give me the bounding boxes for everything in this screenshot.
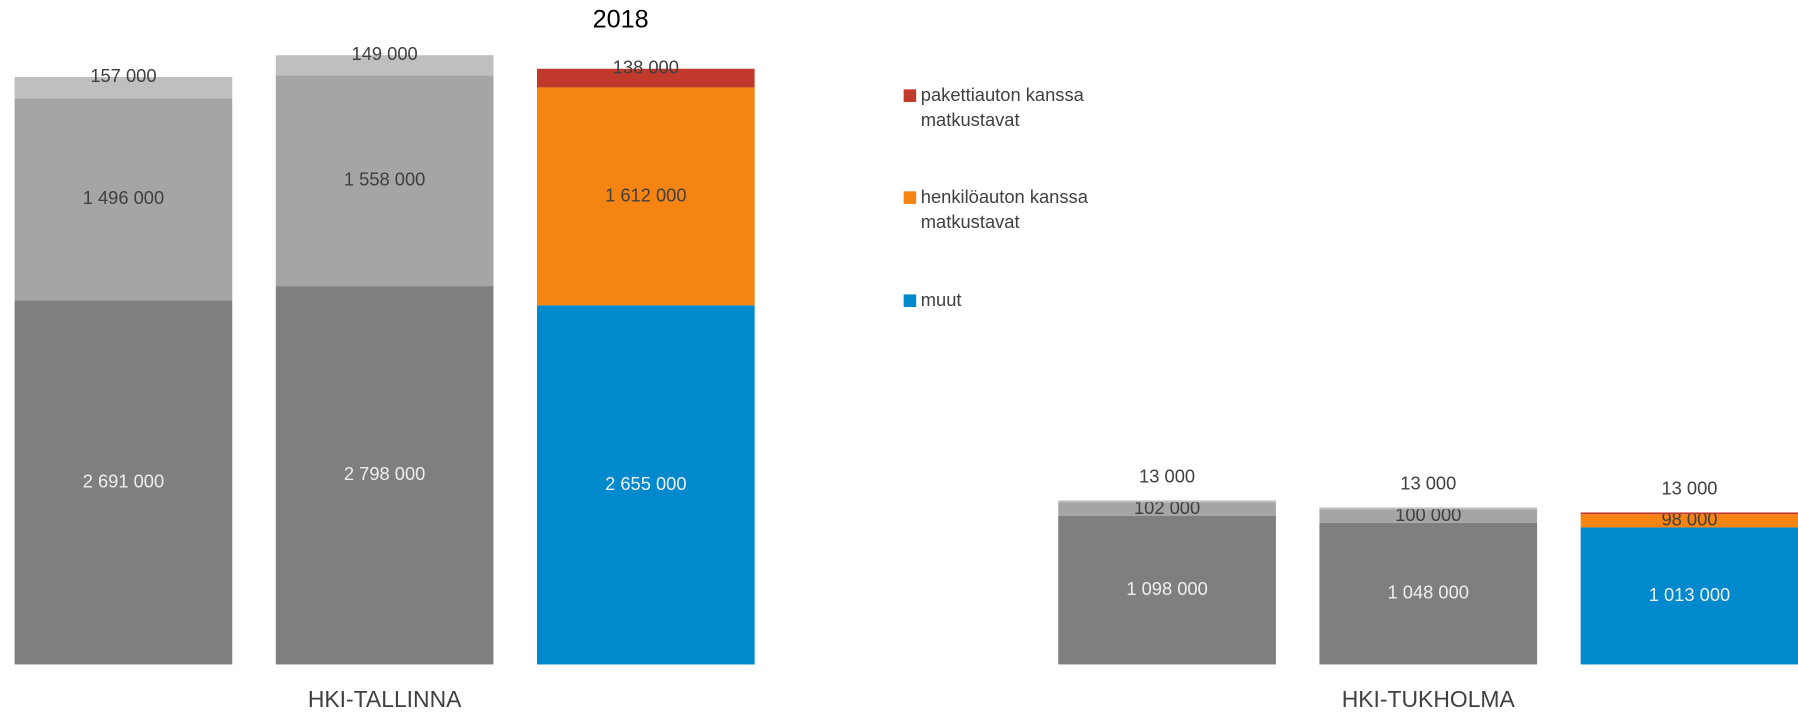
bar-segment bbox=[536, 68, 755, 88]
legend-swatch bbox=[903, 89, 917, 102]
bar-segment bbox=[536, 305, 755, 665]
bar-segment bbox=[1580, 512, 1798, 515]
value-label: 1 558 000 bbox=[344, 169, 425, 190]
bar-segment bbox=[1580, 527, 1798, 665]
legend-entry: pakettiauton kanssa matkustavat bbox=[903, 84, 1110, 134]
value-label: 1 612 000 bbox=[605, 184, 686, 205]
legend-item: pakettiauton kanssa matkustavat bbox=[903, 84, 1110, 134]
value-label: 2 655 000 bbox=[605, 473, 686, 494]
value-label: 1 048 000 bbox=[1388, 581, 1469, 602]
bar-segment bbox=[275, 75, 494, 287]
legend-swatch bbox=[903, 191, 917, 204]
bar-segment bbox=[14, 98, 233, 301]
legend-entry: henkilöauton kanssa matkustavat bbox=[903, 186, 1110, 236]
value-label: 157 000 bbox=[90, 65, 156, 86]
value-label: 1 013 000 bbox=[1649, 584, 1730, 605]
value-label: 13 000 bbox=[1400, 472, 1456, 493]
value-label: 2 691 000 bbox=[83, 470, 164, 491]
bar-segment bbox=[275, 286, 494, 665]
value-label: 149 000 bbox=[352, 43, 418, 64]
legend-label: henkilöauton kanssa matkustavat bbox=[920, 187, 1088, 233]
value-label: 13 000 bbox=[1139, 465, 1195, 486]
value-label: 13 000 bbox=[1661, 477, 1717, 498]
bar-segment bbox=[536, 87, 755, 306]
bar-segment bbox=[14, 77, 233, 99]
legend-label: pakettiauton kanssa matkustavat bbox=[920, 85, 1084, 131]
value-label: 2 798 000 bbox=[344, 463, 425, 484]
group-label: HKI-TALLINNA bbox=[308, 686, 462, 712]
bar-segment bbox=[14, 300, 233, 665]
group-label: HKI-TUKHOLMA bbox=[1342, 686, 1516, 712]
value-label: 138 000 bbox=[613, 57, 679, 78]
bar-segment bbox=[1319, 507, 1538, 510]
bar-segment bbox=[1058, 500, 1276, 503]
value-label: 98 000 bbox=[1661, 509, 1717, 530]
bar-segment bbox=[1580, 514, 1798, 528]
value-label: 1 098 000 bbox=[1126, 578, 1207, 599]
legend-item: muut bbox=[903, 289, 1110, 314]
bar-segment bbox=[1319, 509, 1538, 523]
bar-segment bbox=[275, 55, 494, 76]
legend-swatch bbox=[903, 294, 917, 308]
legend-entry: muut bbox=[903, 289, 1110, 314]
bar-segment bbox=[1319, 522, 1538, 665]
legend-item: henkilöauton kanssa matkustavat bbox=[903, 186, 1110, 236]
bar-segment bbox=[1058, 515, 1276, 665]
bar-segment bbox=[1058, 502, 1276, 516]
legend-label: muut bbox=[920, 290, 962, 311]
value-label: 1 496 000 bbox=[83, 187, 164, 208]
category-label: 2018 bbox=[593, 5, 649, 33]
value-label: 100 000 bbox=[1395, 504, 1461, 525]
value-label: 102 000 bbox=[1134, 497, 1200, 518]
